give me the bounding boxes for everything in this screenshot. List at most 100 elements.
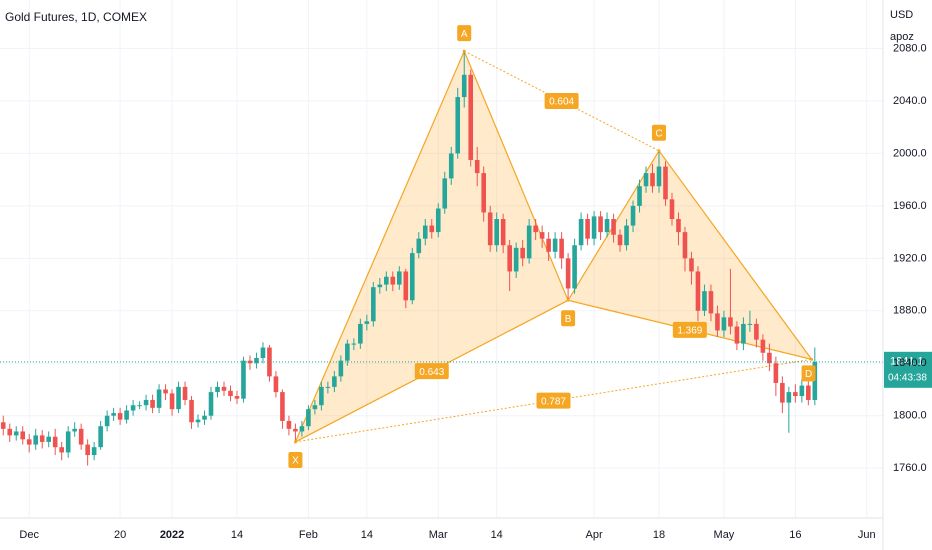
y-tick-label: 2080.0 (893, 42, 927, 54)
point-label-box (561, 310, 576, 327)
pattern-point (657, 149, 661, 153)
candle-body (585, 219, 590, 239)
ratio-label-box (536, 392, 571, 409)
candle-body (533, 225, 538, 233)
candle-body (195, 419, 201, 423)
candle-body (526, 225, 532, 259)
x-tick-label: 14 (361, 529, 373, 541)
candle-body (98, 426, 103, 448)
x-tick-label: Feb (299, 529, 318, 541)
x-tick-label: Dec (19, 529, 39, 541)
candle-body (280, 392, 285, 421)
candle-body (747, 323, 753, 325)
currency: USD (890, 9, 913, 21)
candle-body (513, 247, 519, 272)
candle-body (215, 386, 220, 393)
candle-body (176, 386, 181, 410)
candle-body (26, 439, 32, 445)
candle-body (260, 347, 266, 359)
grid (0, 0, 883, 518)
chart-title: Gold Futures, 1D, COMEX (5, 10, 147, 24)
candle-body (228, 390, 233, 397)
candle-body (663, 166, 668, 200)
x-tick-label: 14 (231, 529, 243, 541)
ratio-label: 0.604 (549, 97, 574, 108)
ratio-label: 0.787 (541, 396, 566, 407)
candle-body (345, 343, 350, 361)
candle-body (390, 276, 396, 285)
candle-body (306, 409, 311, 427)
candle-body (728, 317, 733, 327)
x-tick-label: 2022 (160, 529, 184, 541)
candle-body (33, 435, 39, 445)
candle-body (468, 74, 474, 160)
candle-body (384, 276, 389, 285)
candle-body (494, 219, 499, 246)
candle-body (377, 284, 383, 288)
candle-body (39, 435, 45, 442)
candle-body (799, 385, 805, 397)
point-label: C (655, 128, 662, 139)
point-label: X (292, 456, 299, 467)
pattern-point (810, 357, 814, 361)
candle-body (364, 321, 370, 324)
y-tick-label: 1800.0 (893, 410, 927, 422)
candle-body (500, 219, 506, 246)
candle-body (708, 291, 714, 314)
candle-body (221, 386, 227, 391)
candle-body (539, 232, 545, 239)
x-tick-label: Mar (429, 529, 448, 541)
candle-body (7, 428, 13, 436)
last-price-label: 1841.1 (890, 356, 924, 368)
candle-body (435, 208, 441, 233)
candle-body (409, 253, 415, 301)
pattern-point (462, 49, 466, 53)
candle-body (754, 323, 759, 340)
ratio-label-box (544, 92, 579, 109)
candle-body (630, 205, 636, 226)
candle-body (416, 238, 422, 254)
candle-body (741, 323, 746, 344)
point-label-box (652, 124, 667, 141)
ratio-label: 1.369 (677, 325, 702, 336)
candle-body (637, 186, 642, 206)
candle-body (273, 376, 279, 393)
candle-body (552, 238, 558, 252)
candle-body (429, 225, 435, 233)
x-tick-label: 18 (653, 529, 665, 541)
candle-body (156, 389, 162, 408)
candle-body (702, 291, 707, 311)
pattern-point (566, 298, 570, 302)
point-label-box (457, 25, 472, 42)
candle-body (130, 405, 136, 411)
candle-body (182, 386, 188, 400)
candle-body (137, 405, 142, 407)
candle-body (104, 415, 110, 427)
candle-body (591, 216, 597, 239)
point-label-box (801, 365, 816, 382)
candle-body (806, 385, 811, 400)
candle-body (163, 389, 168, 394)
countdown-label: 04:43:38 (888, 372, 927, 383)
candle-body (507, 245, 512, 272)
candle-body (578, 219, 584, 246)
candle-body (234, 396, 240, 399)
candle-body (0, 422, 6, 429)
candle-body (461, 74, 467, 98)
candle-body (85, 444, 90, 456)
candle-body (208, 392, 214, 416)
candle-body (624, 225, 629, 246)
y-tick-label: 1960.0 (893, 200, 927, 212)
candle-body (617, 234, 623, 246)
candle-body (396, 271, 402, 285)
candle-body (481, 173, 487, 213)
x-tick-label: 16 (789, 529, 801, 541)
candle-body (241, 360, 246, 399)
x-tick-label: 20 (114, 529, 126, 541)
candle-body (520, 247, 525, 259)
y-tick-label: 1760.0 (893, 462, 927, 474)
candle-body (773, 363, 779, 383)
candle-body (351, 343, 357, 345)
candle-body (325, 386, 331, 388)
candle-body (780, 382, 785, 403)
